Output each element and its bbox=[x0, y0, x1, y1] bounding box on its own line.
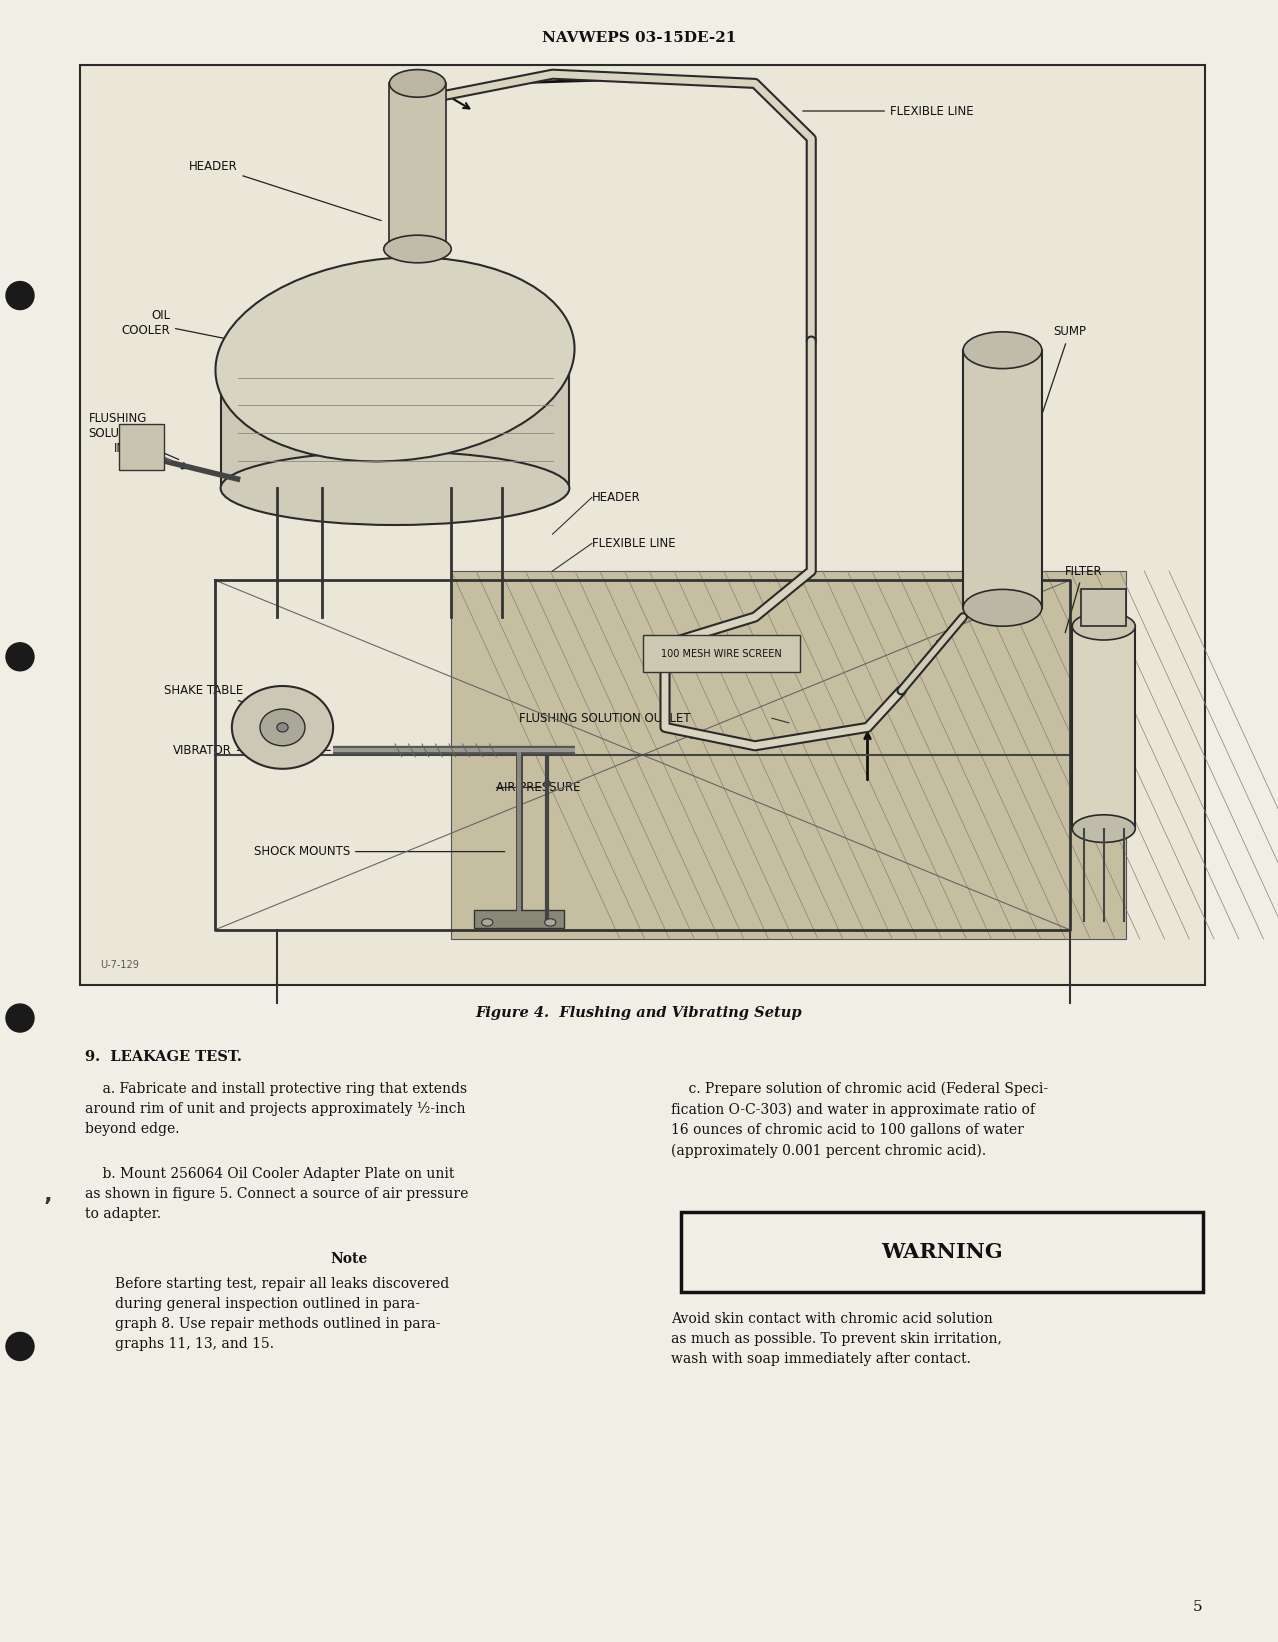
Text: Figure 4.  Flushing and Vibrating Setup: Figure 4. Flushing and Vibrating Setup bbox=[475, 1007, 803, 1020]
Circle shape bbox=[6, 1003, 35, 1033]
Ellipse shape bbox=[231, 686, 334, 768]
Bar bbox=[474, 910, 564, 928]
Text: OIL
COOLER: OIL COOLER bbox=[121, 309, 235, 340]
Text: FLUSHING SOLUTION OUTLET: FLUSHING SOLUTION OUTLET bbox=[519, 711, 690, 724]
Bar bbox=[681, 1212, 1203, 1292]
Bar bbox=[81, 66, 1205, 985]
Text: 5: 5 bbox=[1194, 1599, 1203, 1614]
Text: FLEXIBLE LINE: FLEXIBLE LINE bbox=[592, 537, 676, 550]
Text: SUMP: SUMP bbox=[1043, 325, 1086, 412]
Ellipse shape bbox=[383, 235, 451, 263]
Text: ’: ’ bbox=[43, 1197, 52, 1217]
Circle shape bbox=[6, 642, 35, 672]
Text: AIR PRESSURE: AIR PRESSURE bbox=[496, 780, 580, 793]
Text: HEADER: HEADER bbox=[592, 491, 640, 504]
Text: c. Prepare solution of chromic acid (Federal Speci-
fication O-C-303) and water : c. Prepare solution of chromic acid (Fed… bbox=[671, 1082, 1048, 1158]
Text: FILTER: FILTER bbox=[1065, 565, 1102, 632]
Circle shape bbox=[6, 281, 35, 310]
Text: FLEXIBLE LINE: FLEXIBLE LINE bbox=[803, 105, 974, 118]
Text: HEADER: HEADER bbox=[189, 159, 381, 220]
Text: U-7-129: U-7-129 bbox=[100, 961, 139, 970]
Bar bbox=[390, 84, 446, 250]
Ellipse shape bbox=[964, 332, 1042, 368]
Text: Avoid skin contact with chromic acid solution
as much as possible. To prevent sk: Avoid skin contact with chromic acid sol… bbox=[671, 1312, 1002, 1366]
Ellipse shape bbox=[482, 920, 493, 926]
Ellipse shape bbox=[964, 589, 1042, 626]
Bar bbox=[451, 571, 1126, 939]
Text: FLUSHING
SOLUTION
INLET: FLUSHING SOLUTION INLET bbox=[88, 412, 179, 460]
Ellipse shape bbox=[544, 920, 556, 926]
Text: Before starting test, repair all leaks discovered
during general inspection outl: Before starting test, repair all leaks d… bbox=[115, 1277, 450, 1351]
Text: a. Fabricate and install protective ring that extends
around rim of unit and pro: a. Fabricate and install protective ring… bbox=[86, 1082, 468, 1136]
Text: SHOCK MOUNTS: SHOCK MOUNTS bbox=[254, 846, 505, 859]
Text: Note: Note bbox=[331, 1251, 368, 1266]
Ellipse shape bbox=[1072, 612, 1135, 640]
FancyBboxPatch shape bbox=[221, 360, 570, 488]
Ellipse shape bbox=[216, 258, 575, 461]
Text: b. Mount 256064 Oil Cooler Adapter Plate on unit
as shown in figure 5. Connect a: b. Mount 256064 Oil Cooler Adapter Plate… bbox=[86, 1167, 468, 1222]
Text: WARNING: WARNING bbox=[881, 1241, 1003, 1263]
Bar bbox=[1072, 626, 1135, 829]
Ellipse shape bbox=[259, 709, 305, 745]
Text: VIBRATOR: VIBRATOR bbox=[173, 744, 330, 757]
Ellipse shape bbox=[1072, 814, 1135, 842]
Bar bbox=[964, 350, 1042, 608]
Bar bbox=[1081, 589, 1126, 626]
Text: SHAKE TABLE: SHAKE TABLE bbox=[164, 685, 296, 718]
Ellipse shape bbox=[277, 722, 288, 732]
Bar bbox=[119, 424, 165, 470]
Circle shape bbox=[6, 1332, 35, 1361]
Ellipse shape bbox=[221, 452, 570, 525]
Text: NAVWEPS 03-15DE-21: NAVWEPS 03-15DE-21 bbox=[542, 31, 736, 44]
Text: 100 MESH WIRE SCREEN: 100 MESH WIRE SCREEN bbox=[661, 649, 782, 658]
Text: 9.  LEAKAGE TEST.: 9. LEAKAGE TEST. bbox=[86, 1049, 242, 1064]
Bar bbox=[643, 635, 800, 672]
Ellipse shape bbox=[390, 69, 446, 97]
